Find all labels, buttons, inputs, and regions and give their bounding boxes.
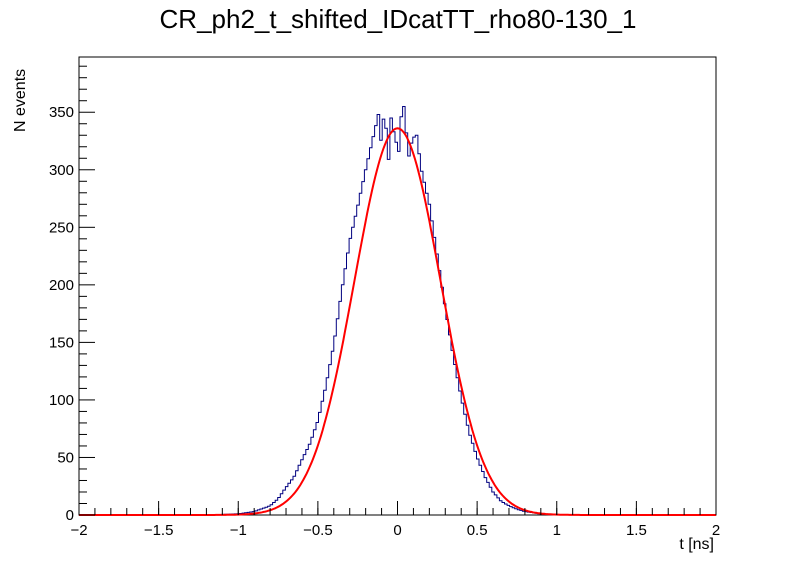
y-tick-label: 150 <box>49 334 74 351</box>
y-tick-label: 50 <box>57 449 74 466</box>
x-tick-label: 0.5 <box>467 522 488 539</box>
x-tick-label: −0.5 <box>303 522 333 539</box>
y-tick-label: 200 <box>49 277 74 294</box>
chart-title: CR_ph2_t_shifted_IDcatTT_rho80-130_1 <box>159 4 637 34</box>
y-tick-label: 250 <box>49 219 74 236</box>
y-tick-label: 100 <box>49 392 74 409</box>
x-tick-label: 1 <box>553 522 561 539</box>
fit-curve <box>79 127 716 516</box>
y-tick-label: 0 <box>66 507 74 524</box>
x-axis-label: t [ns] <box>679 536 714 553</box>
x-tick-label: −1.5 <box>144 522 174 539</box>
x-tick-label: 1.5 <box>626 522 647 539</box>
x-tick-label: 2 <box>712 522 720 539</box>
x-tick-label: 0 <box>393 522 401 539</box>
plot-frame <box>78 56 717 516</box>
histogram-series <box>79 106 716 516</box>
x-tick-label: −1 <box>230 522 247 539</box>
y-tick-label: 350 <box>49 104 74 121</box>
x-tick-label: −2 <box>70 522 87 539</box>
y-tick-label: 300 <box>49 162 74 179</box>
